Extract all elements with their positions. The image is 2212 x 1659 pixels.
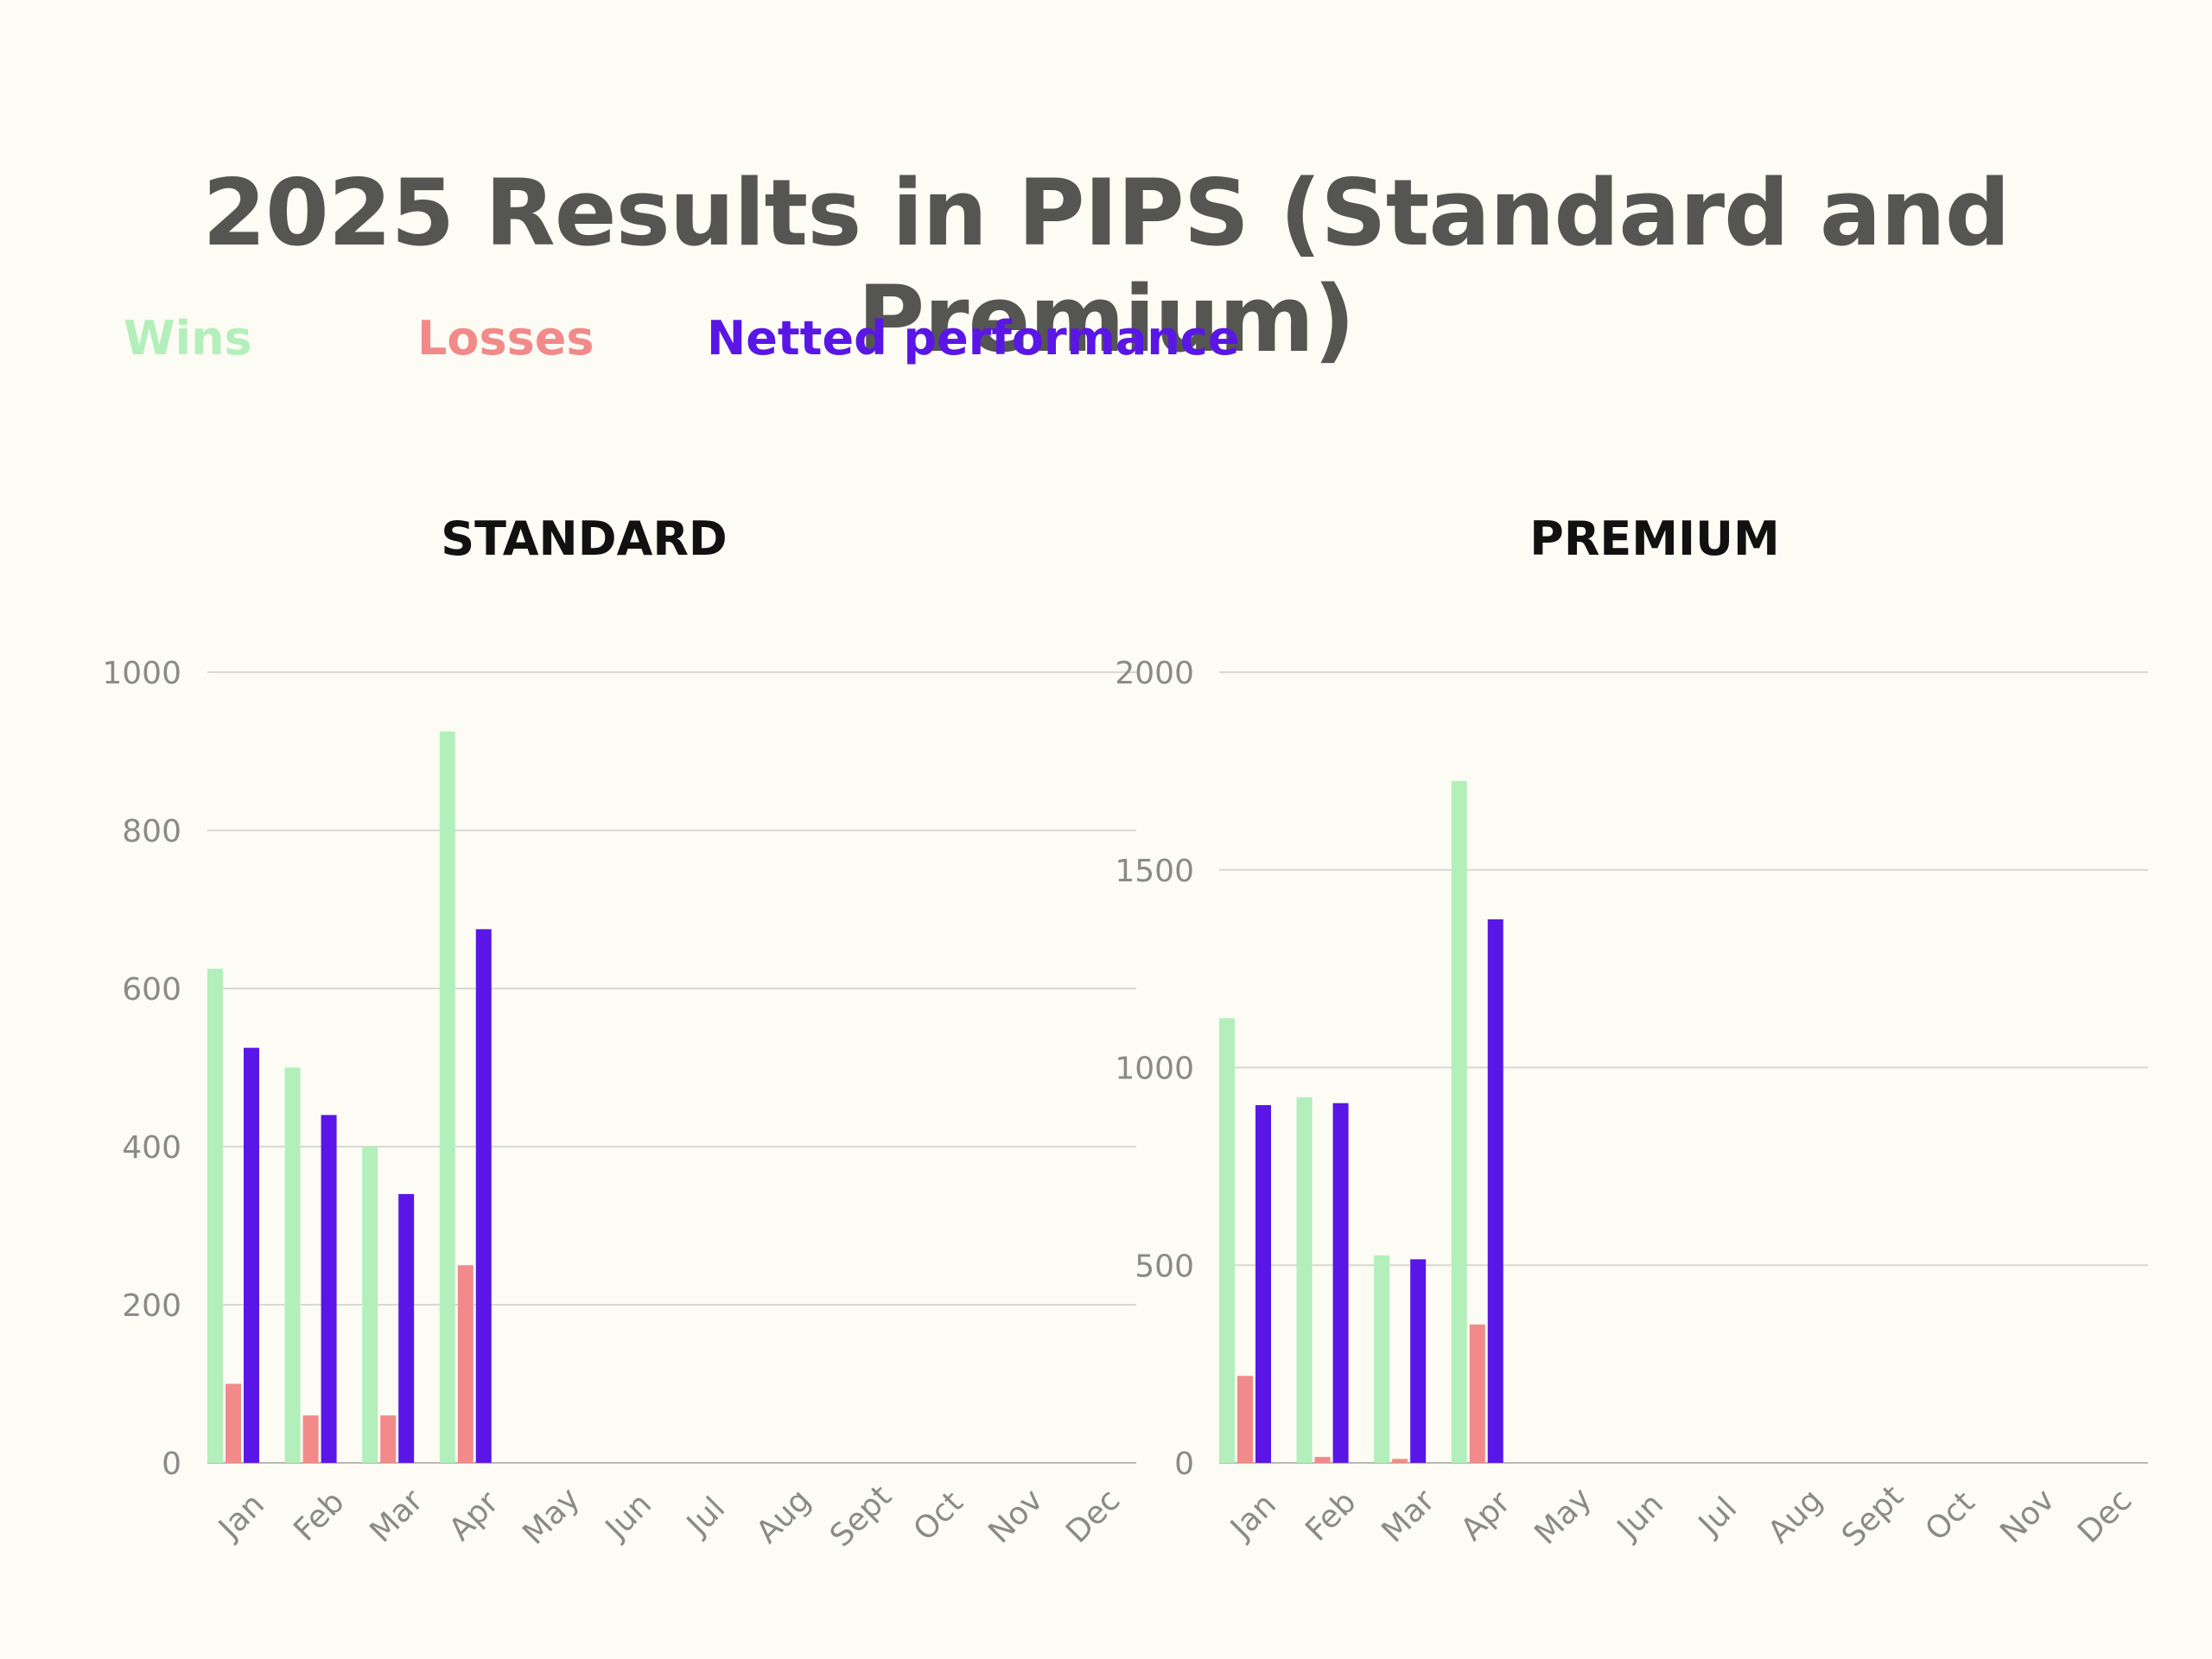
standard-y-tick-label: 200 [122,1288,181,1324]
standard-bar-losses [457,1265,474,1463]
standard-bar-wins [207,969,223,1463]
standard-x-tick-label: Jul [679,1491,732,1543]
premium-bar-netted-performance [1255,1104,1271,1463]
standard-x-tick-label: Apr [442,1484,505,1548]
chart-title: 2025 Results in PIPS (Standard and Premi… [202,160,2011,372]
premium-y-tick-label: 500 [1135,1249,1194,1284]
premium-bar-wins [1451,780,1467,1463]
legend-losses: Losses [417,311,594,365]
premium-x-tick-label: Dec [2071,1483,2139,1550]
premium-x-tick-label: Oct [1919,1484,1982,1548]
premium-bar-netted-performance [1410,1259,1427,1463]
premium-panel-title: PREMIUM [1529,512,1780,566]
premium-y-tick-label: 1500 [1115,854,1194,889]
standard-x-tick-label: Mar [364,1483,430,1549]
premium-bar-wins [1219,1018,1235,1463]
premium-bar-wins [1374,1255,1390,1463]
standard-bar-losses [380,1415,397,1463]
standard-x-tick-label: Jan [211,1487,271,1548]
standard-bar-losses [302,1415,319,1463]
premium-x-tick-label: May [1528,1481,1599,1552]
premium-y-tick-label: 2000 [1115,656,1194,691]
standard-x-tick-label: Sept [823,1478,899,1554]
premium-y-tick-label: 0 [1174,1446,1194,1482]
standard-x-tick-label: May [516,1481,587,1552]
premium-bar-losses [1237,1376,1253,1463]
premium-x-tick-label: Apr [1454,1484,1517,1548]
premium-bar-netted-performance [1487,918,1503,1463]
standard-bar-netted-performance [321,1115,337,1463]
premium-x-tick-label: Aug [1762,1483,1830,1551]
standard-bar-losses [226,1383,241,1463]
standard-y-tick-label: 800 [122,814,181,849]
premium-bar-losses [1469,1324,1485,1463]
standard-bar-netted-performance [244,1047,259,1463]
standard-x-tick-label: Jun [598,1486,658,1547]
premium-x-tick-label: Jan [1223,1487,1283,1548]
standard-bar-netted-performance [398,1193,415,1463]
standard-x-tick-label: Nov [982,1483,1050,1551]
standard-bar-wins [284,1067,301,1463]
standard-x-tick-label: Feb [287,1484,351,1548]
standard-y-tick-label: 0 [162,1446,181,1482]
premium-x-tick-label: Jun [1610,1486,1670,1547]
standard-x-tick-label: Oct [907,1484,970,1548]
premium-x-tick-label: Sept [1835,1478,1910,1554]
premium-x-tick-label: Feb [1299,1484,1363,1548]
standard-panel-title: STANDARD [441,512,728,566]
standard-bar-netted-performance [475,929,492,1463]
premium-x-tick-label: Jul [1691,1491,1744,1543]
premium-bar-losses [1392,1459,1408,1463]
standard-y-tick-label: 400 [122,1130,181,1166]
premium-x-tick-label: Mar [1376,1483,1442,1549]
premium-x-tick-label: Nov [1993,1483,2062,1551]
standard-bar-wins [439,731,455,1463]
premium-bar-wins [1296,1096,1313,1463]
standard-x-tick-label: Dec [1059,1483,1127,1550]
legend-netted-performance: Netted performance [707,311,1240,365]
premium-bar-losses [1314,1457,1331,1463]
premium-bar-netted-performance [1332,1103,1349,1463]
premium-y-tick-label: 1000 [1115,1052,1194,1087]
legend-wins: Wins [124,311,252,365]
standard-bar-wins [362,1147,378,1463]
standard-y-tick-label: 1000 [102,656,181,691]
standard-x-tick-label: Aug [750,1483,818,1551]
standard-y-tick-label: 600 [122,972,181,1007]
